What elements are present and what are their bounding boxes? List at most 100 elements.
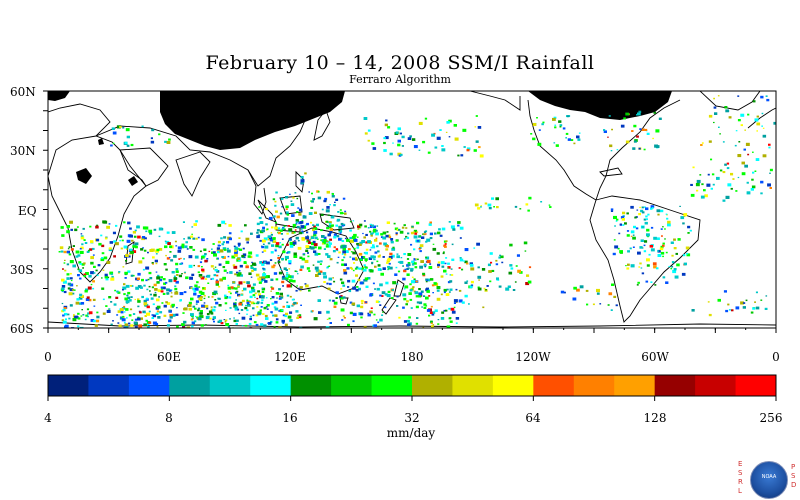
rain-pixel (279, 212, 283, 215)
rain-pixel (346, 357, 348, 359)
rain-pixel (239, 412, 242, 415)
rain-pixel (335, 420, 338, 422)
rain-pixel (145, 266, 150, 270)
rain-pixel (92, 280, 95, 283)
rain-pixel (270, 400, 272, 401)
rain-pixel (319, 356, 321, 358)
rain-pixel (227, 284, 230, 287)
rain-pixel (379, 283, 383, 287)
rain-pixel (294, 192, 297, 194)
rain-pixel (273, 306, 277, 309)
rain-pixel (357, 410, 361, 413)
rain-pixel (285, 274, 290, 278)
rain-pixel (272, 314, 275, 317)
rain-pixel (585, 289, 589, 292)
rain-pixel (101, 277, 103, 279)
rain-pixel (203, 403, 206, 405)
rain-pixel (279, 292, 283, 296)
rain-pixel (300, 181, 305, 185)
rain-pixel (271, 296, 275, 299)
rain-pixel (381, 351, 384, 354)
rain-pixel (117, 310, 121, 313)
rain-pixel (448, 307, 451, 310)
rain-pixel (409, 283, 412, 286)
rain-pixel (223, 410, 227, 413)
rain-pixel (112, 351, 114, 353)
rain-pixel (441, 443, 445, 446)
rain-pixel (76, 285, 78, 287)
rain-pixel (479, 154, 484, 158)
rain-pixel (61, 290, 64, 293)
rain-pixel (320, 213, 324, 216)
rain-pixel (672, 269, 677, 274)
rain-pixel (261, 299, 264, 302)
rain-pixel (620, 216, 625, 219)
rain-pixel (77, 274, 80, 277)
rain-pixel (452, 371, 455, 373)
colorbar-units: mm/day (386, 426, 436, 440)
rain-pixel (275, 344, 277, 346)
rain-pixel (523, 241, 528, 245)
rain-pixel (147, 326, 150, 328)
rain-pixel (452, 405, 455, 407)
rain-pixel (123, 443, 126, 445)
rain-pixel (311, 242, 315, 246)
rain-pixel (246, 264, 248, 266)
rain-pixel (641, 226, 645, 229)
rain-pixel (379, 269, 382, 271)
rain-pixel (611, 283, 615, 286)
rain-pixel (242, 340, 244, 342)
rain-pixel (189, 405, 191, 406)
rain-pixel (157, 274, 160, 277)
rain-pixel (145, 279, 148, 282)
rain-pixel (328, 242, 332, 245)
rain-pixel (162, 292, 166, 295)
rain-pixel (141, 356, 143, 358)
rain-pixel (158, 416, 161, 418)
rain-pixel (370, 363, 372, 364)
rain-pixel (174, 368, 178, 371)
rain-pixel (372, 225, 376, 229)
rain-pixel (369, 269, 374, 273)
rain-pixel (301, 257, 306, 261)
rain-pixel (90, 444, 93, 446)
rain-pixel (61, 278, 65, 282)
rain-pixel (197, 309, 200, 312)
rain-pixel (658, 117, 662, 120)
rain-pixel (209, 442, 212, 445)
rain-pixel (388, 262, 391, 265)
rain-pixel (124, 277, 127, 279)
rain-pixel (257, 335, 259, 336)
rain-pixel (65, 324, 69, 328)
rain-pixel (737, 176, 740, 179)
rain-pixel (292, 204, 294, 206)
rain-pixel (238, 248, 240, 250)
rain-pixel (442, 415, 445, 418)
rain-pixel (379, 404, 381, 406)
rain-pixel (380, 350, 383, 353)
rain-pixel (646, 264, 650, 267)
rain-pixel (148, 271, 152, 275)
rain-pixel (722, 141, 725, 143)
rain-pixel (738, 141, 741, 143)
rain-pixel (125, 366, 128, 368)
rain-pixel (234, 331, 237, 334)
rain-pixel (111, 342, 115, 345)
rain-pixel (260, 306, 263, 308)
rain-pixel (130, 352, 132, 354)
rain-pixel (323, 239, 327, 242)
rain-pixel (116, 125, 121, 129)
rain-pixel (106, 419, 109, 422)
rain-pixel (271, 338, 274, 340)
rain-pixel (154, 334, 156, 335)
rain-pixel (443, 240, 447, 243)
rain-pixel (397, 139, 401, 143)
rain-pixel (256, 222, 260, 226)
rain-pixel (170, 295, 173, 298)
rain-pixel (294, 442, 296, 444)
rain-pixel (436, 289, 440, 292)
rain-pixel (440, 261, 445, 265)
rain-pixel (234, 452, 236, 454)
rain-pixel (280, 331, 284, 334)
rain-pixel (151, 409, 155, 412)
